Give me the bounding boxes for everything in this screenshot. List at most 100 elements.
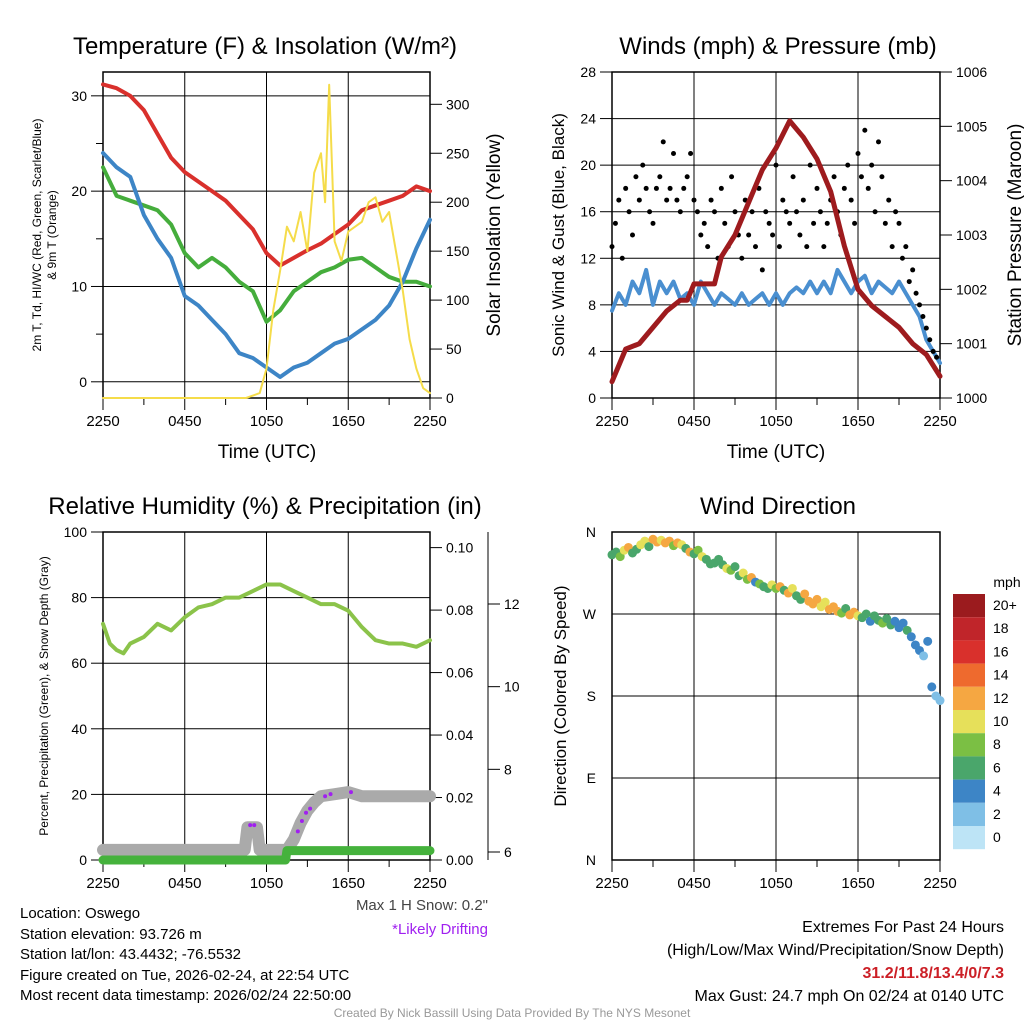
y-left-tick-label: 8 [588, 297, 596, 313]
drift-point [323, 794, 328, 799]
y-axis-label-line2: & 9m T (Orange) [45, 190, 59, 280]
gust-point [616, 197, 622, 203]
wind-direction-point [906, 632, 916, 642]
y-right-tick-label: 1005 [956, 118, 987, 134]
x-tick-label: 1650 [841, 875, 874, 892]
series-hi-wc [101, 165, 432, 324]
wind-direction-point [890, 616, 900, 626]
y-left-tick-label: 30 [71, 88, 87, 104]
gust-point [934, 354, 940, 360]
y-left-tick-label: 16 [580, 204, 596, 220]
y-left-tick-label: 0 [588, 390, 596, 406]
gust-point [705, 244, 711, 250]
x-tick-label: 2250 [86, 875, 119, 892]
gust-point [787, 220, 793, 226]
gust-point [766, 220, 772, 226]
x-tick-label: 2250 [595, 413, 628, 430]
y-right-tick-label: 100 [446, 292, 470, 308]
drifting-label: *Likely Drifting [392, 921, 488, 938]
x-tick-label: 2250 [413, 875, 446, 892]
x-tick-label: 0450 [677, 413, 710, 430]
extremes-values: 31.2/11.8/13.4/0/7.3 [862, 965, 1004, 982]
y-right-tick-label: 150 [446, 243, 470, 259]
gust-point [927, 337, 933, 343]
extremes-subtitle: (High/Low/Max Wind/Precipitation/Snow De… [666, 942, 1004, 959]
x-tick-label: 2250 [86, 413, 119, 430]
x-axis-label: Time (UTC) [218, 442, 317, 463]
wind-direction-point [935, 696, 945, 706]
colorbar-swatch [953, 826, 985, 850]
extremes-title: Extremes For Past 24 Hours [802, 919, 1004, 936]
colorbar-label: 18 [993, 620, 1009, 636]
y-right-tick-label: 250 [446, 145, 470, 161]
y-precip-tick-label: 0.06 [446, 665, 473, 681]
y-precip-tick-label: 0.00 [446, 852, 473, 868]
series-precipitation [98, 846, 435, 865]
max-gust: Max Gust: 24.7 mph On 02/24 at 0140 UTC [694, 988, 1005, 1005]
gust-point [718, 185, 724, 191]
gust-point [848, 197, 854, 203]
colorbar-swatch [953, 756, 985, 780]
gust-point [869, 162, 875, 168]
gust-point [739, 255, 745, 261]
wind-direction-point [738, 568, 748, 578]
gust-point [817, 209, 823, 215]
gust-point [773, 162, 779, 168]
gust-point [694, 209, 700, 215]
y-snow-tick-label: 6 [504, 844, 512, 860]
y-left-tick-label: 20 [580, 157, 596, 173]
y-snow-tick-label: 8 [504, 761, 512, 777]
chart-title: Wind Direction [700, 493, 856, 520]
chart-title: Winds (mph) & Pressure (mb) [619, 33, 936, 60]
colorbar-swatch [953, 663, 985, 687]
station-location: Location: Oswego [20, 905, 141, 922]
y-axis-label-line1: 2m T, Td, HI/WC (Red, Green, Scarlet/Blu… [30, 119, 44, 352]
colorbar-label: 2 [993, 806, 1001, 822]
y-tick-label: N [586, 852, 596, 868]
gust-point [804, 244, 810, 250]
drift-point [304, 810, 309, 815]
gust-point [684, 174, 690, 180]
gust-point [612, 220, 618, 226]
wind-direction-point [820, 597, 830, 607]
colorbar-swatch [953, 802, 985, 826]
gust-point [667, 185, 673, 191]
colorbar-swatch [953, 779, 985, 803]
gust-point [759, 267, 765, 273]
y-axis-label: Direction (Colored By Speed) [551, 585, 570, 806]
colorbar-swatch [953, 686, 985, 710]
colorbar-swatch [953, 733, 985, 757]
x-tick-label: 1050 [250, 875, 283, 892]
gust-point [780, 197, 786, 203]
x-tick-label: 1650 [841, 413, 874, 430]
gust-point [865, 185, 871, 191]
recent-timestamp: Most recent data timestamp: 2026/02/24 2… [20, 987, 352, 1004]
gust-point [650, 220, 656, 226]
series-solar [102, 83, 431, 399]
x-tick-label: 1050 [250, 413, 283, 430]
gust-point [783, 209, 789, 215]
gust-point [674, 197, 680, 203]
y-right-tick-label: 50 [446, 341, 462, 357]
colorbar-swatch [953, 710, 985, 734]
gust-point [811, 220, 817, 226]
colorbar-title: mph [993, 574, 1020, 590]
gust-point [732, 209, 738, 215]
extremes-box: Extremes For Past 24 Hours (High/Low/Max… [667, 916, 1004, 1008]
gust-point [930, 348, 936, 354]
y-left-tick-label: 24 [580, 111, 596, 127]
gust-point [896, 220, 902, 226]
gust-point [712, 209, 717, 215]
gust-point [862, 127, 868, 133]
wind-direction-point [644, 542, 654, 552]
gust-point [609, 244, 615, 250]
gust-point [858, 174, 864, 180]
chart-title: Relative Humidity (%) & Precipitation (i… [48, 493, 481, 520]
y2-axis-label: Solar Insolation (Yellow) [484, 133, 505, 336]
x-tick-label: 1650 [332, 413, 365, 430]
y-left-tick-label: 80 [71, 590, 87, 606]
gust-point [845, 162, 851, 168]
gust-point [876, 139, 881, 145]
gust-point [681, 185, 687, 191]
y-right-tick-label: 1000 [956, 390, 987, 406]
